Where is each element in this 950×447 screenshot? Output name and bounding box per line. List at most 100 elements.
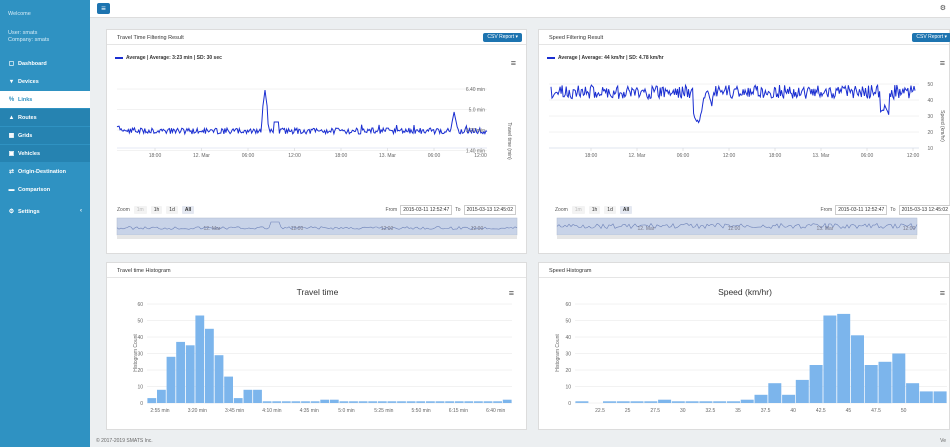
zoom-all-button[interactable]: All (181, 206, 195, 214)
chart-menu-icon[interactable]: ≡ (939, 288, 945, 298)
zoom-1m-button[interactable]: 1m (571, 206, 585, 214)
company-name: Company: smats (8, 37, 50, 43)
user-info: User: smats Company: smats (8, 30, 49, 44)
histogram-bar (474, 401, 483, 403)
sidebar-item-label: Devices (18, 78, 39, 85)
zoom-1d-button[interactable]: 1d (604, 206, 616, 214)
zoom-1h-button[interactable]: 1h (150, 206, 163, 214)
sidebar-item-comparison[interactable]: ▬ Comparison (0, 181, 90, 198)
date-range: From 2015-03-11 12:52:47 To 2015-03-13 1… (821, 205, 950, 215)
zoom-1m-button[interactable]: 1m (133, 206, 147, 214)
navigator-label: 13. Mar (817, 226, 834, 232)
histogram-bar (933, 391, 947, 403)
divider (539, 277, 949, 278)
speed-histogram-panel: Speed Histogram Speed (km/hr) ≡ 60 50 40 30… (538, 262, 950, 430)
y-tick-label: 30 (565, 352, 571, 358)
x-tick-label: 35 (735, 408, 741, 414)
zoom-all-button[interactable]: All (619, 206, 633, 214)
legend[interactable]: Average | Average: 3:23 min | SD: 30 sec (115, 55, 222, 61)
welcome-text: Welcome (8, 11, 31, 17)
navigator-label: 12. Mar (204, 226, 221, 232)
sidebar-item-links[interactable]: % Links (0, 91, 90, 108)
sidebar-item-label: Settings (18, 208, 40, 215)
x-tick-label: 4:35 min (300, 408, 319, 414)
sidebar-item-vehicles[interactable]: ▣ Vehicles (0, 145, 90, 162)
navigator-label: 12:00 (728, 226, 741, 232)
histogram-bar (377, 401, 387, 403)
histogram-bar (272, 401, 282, 403)
histogram-bar (823, 315, 837, 403)
histogram-bar (435, 401, 445, 403)
dashboard-icon: ▢ (8, 61, 15, 67)
legend-line (115, 57, 123, 59)
x-tick-label: 06:00 (428, 153, 441, 159)
menu-icon[interactable]: ≡ (97, 3, 110, 14)
panel-title: Speed Filtering Result (549, 35, 604, 41)
zoom-1h-button[interactable]: 1h (588, 206, 601, 214)
x-tick-label: 3:45 min (225, 408, 244, 414)
chart-menu-icon[interactable]: ≡ (510, 58, 516, 68)
travel-time-line-chart: 6.40 min 5.0 min 3.20 min 1.40 min Travel t… (116, 87, 518, 239)
histogram-bar (727, 401, 740, 403)
x-tick-label: 50 (901, 408, 907, 414)
panel-title: Travel Time Filtering Result (117, 35, 184, 41)
histogram-bar (699, 401, 713, 403)
y-tick-label: 40 (565, 335, 571, 341)
x-tick-label: 2:55 min (150, 408, 169, 414)
speed-line-chart: 50 40 30 20 10 Speed (km/hr) 18:00 12. Mar 06:… (549, 82, 945, 239)
to-label: To (890, 207, 896, 213)
navigator-label: 12. Mar (638, 226, 655, 232)
chart-menu-icon[interactable]: ≡ (508, 288, 514, 298)
histogram-bar (892, 353, 906, 403)
csv-report-button[interactable]: CSV Report ▾ (483, 33, 522, 42)
travel-time-histogram: 60 50 40 30 20 10 0 2:55 min 3:20 min 3:45 min 4:… (133, 302, 512, 414)
zoom-1d-button[interactable]: 1d (166, 206, 178, 214)
chart-menu-icon[interactable]: ≡ (939, 58, 945, 68)
travel-time-series-line (116, 89, 488, 136)
zoom-row: Zoom 1m 1h 1d All (117, 206, 195, 214)
speed-series-line (550, 83, 916, 124)
x-tick-label: 32.5 (706, 408, 716, 414)
sidebar-item-label: Comparison (18, 186, 51, 193)
to-date-input[interactable]: 2015-03-13 12:45:02 (463, 205, 516, 215)
x-tick-label: 12:00 (723, 153, 736, 159)
histogram-bar (809, 365, 823, 403)
sidebar-item-dashboard[interactable]: ▢ Dashboard (0, 55, 90, 72)
to-date-input[interactable]: 2015-03-13 12:45:02 (898, 205, 950, 215)
histogram-bar (166, 356, 176, 403)
speed-histogram: 60 50 40 30 20 10 0 22.5 25 27.5 30 32.5 35 37.5 40 42… (555, 302, 947, 414)
y-tick-label: 5.0 min (469, 108, 486, 114)
sidebar-item-grids[interactable]: ▦ Grids (0, 127, 90, 144)
copyright: © 2017-2019 SMATS Inc. (96, 438, 153, 444)
x-tick-label: 5:25 min (374, 408, 393, 414)
navigator-label: 12:00 (471, 226, 484, 232)
gear-icon[interactable]: ⚙ (939, 5, 946, 12)
x-tick-label: 25 (625, 408, 631, 414)
histogram-bar (157, 389, 166, 403)
y-tick-label: 0 (568, 401, 571, 407)
from-date-input[interactable]: 2015-03-11 12:52:47 (400, 205, 453, 215)
sidebar-item-settings[interactable]: ⚙ Settings ‹ (0, 203, 90, 220)
histogram-bar (851, 335, 864, 403)
x-tick-label: 3:20 min (188, 408, 207, 414)
y-tick-label: 60 (137, 302, 143, 308)
histogram-bar (919, 391, 933, 403)
sidebar-item-devices[interactable]: ▾ Devices (0, 73, 90, 90)
legend[interactable]: Average | Average: 44 km/hr | SD: 4.78 k… (547, 55, 664, 61)
zoom-row: Zoom 1m 1h 1d All (555, 206, 633, 214)
from-date-input[interactable]: 2015-03-11 12:52:47 (835, 205, 888, 215)
from-label: From (820, 207, 833, 213)
histogram-bar (740, 399, 754, 403)
histogram-bar (658, 399, 672, 403)
histogram-bar (329, 399, 339, 403)
x-tick-label: 5:50 min (412, 408, 431, 414)
x-tick-label: 37.5 (761, 408, 771, 414)
histogram-bar (575, 401, 589, 403)
csv-report-button[interactable]: CSV Report ▾ (912, 33, 950, 42)
x-tick-label: 4:10 min (262, 408, 281, 414)
sidebar-item-origin-destination[interactable]: ⇄ Origin-Destination (0, 163, 90, 180)
navigator-scrollbar (557, 235, 917, 239)
sidebar-item-routes[interactable]: ▲ Routes (0, 109, 90, 126)
histogram-bar (795, 379, 809, 403)
histogram-bar (502, 399, 512, 403)
